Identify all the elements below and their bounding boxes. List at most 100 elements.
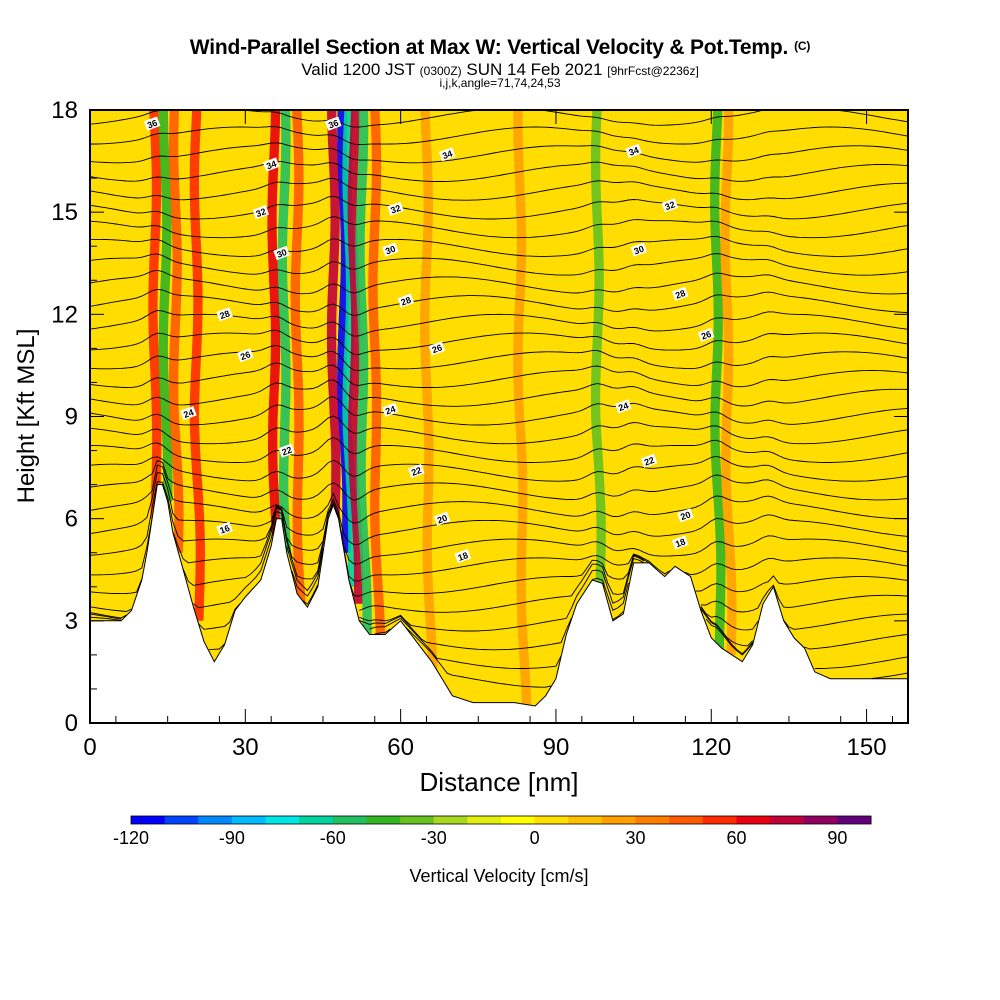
- isentrope-line: [90, 502, 908, 582]
- isentrope-label-text: 30: [384, 244, 397, 257]
- isentrope-label: 22: [278, 443, 295, 458]
- colorbar-tick-label: 60: [726, 828, 746, 848]
- isentrope-label: 34: [438, 147, 456, 162]
- isentrope-label: 18: [671, 535, 689, 550]
- isentrope-label-text: 26: [700, 329, 713, 342]
- isentrope-line: [90, 216, 908, 239]
- isentrope-line: [90, 345, 908, 372]
- isentrope-label-text: 36: [146, 118, 159, 131]
- velocity-band: [420, 110, 438, 672]
- isentrope-label: 28: [671, 286, 689, 301]
- isentrope-line: [90, 437, 908, 463]
- colorbar-swatch: [501, 816, 536, 824]
- isentrope-label: 24: [180, 406, 197, 421]
- isentrope-line: [90, 415, 908, 445]
- chart-subtitle: Valid 1200 JST (0300Z) SUN 14 Feb 2021 […: [0, 60, 1000, 80]
- isentrope-label: 26: [697, 327, 715, 342]
- isentrope-line: [90, 608, 908, 669]
- isentrope-label: 32: [387, 201, 404, 216]
- isentrope-line: [90, 235, 908, 257]
- isentrope-label-text: 16: [218, 523, 231, 536]
- velocity-band: [326, 110, 341, 519]
- x-tick-label: 120: [691, 734, 731, 761]
- isentrope-line: [90, 459, 908, 501]
- isentrope-label: 26: [428, 341, 446, 356]
- isentrope-label-text: 22: [280, 445, 293, 458]
- y-tick-label: 0: [65, 710, 78, 737]
- velocity-band: [158, 110, 173, 502]
- isentrope-line: [90, 504, 908, 597]
- terrain-mask: [90, 484, 908, 723]
- isentrope-line: [90, 177, 908, 201]
- isentrope-label-text: 32: [389, 203, 402, 216]
- colorbar-swatch: [231, 816, 267, 824]
- y-tick-label: 18: [51, 97, 78, 124]
- colorbar: -120 -90 -60 -30 0 30 60 90: [113, 815, 872, 848]
- velocity-band: [355, 110, 372, 638]
- colorbar-swatch: [299, 816, 334, 824]
- isentrope-label: 30: [273, 245, 290, 261]
- copyright-mark: (C): [794, 39, 811, 53]
- colorbar-tick-label: 0: [530, 828, 540, 848]
- isentrope-label: 34: [625, 143, 642, 158]
- isentrope-line: [90, 379, 908, 407]
- isentrope-line: [90, 577, 908, 651]
- isentrope-line: [90, 329, 908, 355]
- plot-area: 16 18 18 20 20 22 22 22 24 24 24 26 26 26 28 28 28 30 30 30…: [90, 110, 908, 723]
- isentrope-label-text: 32: [664, 199, 677, 212]
- isentrope-line: [90, 362, 908, 388]
- isentrope-label: 28: [397, 293, 415, 308]
- isentrope-label-text: 20: [436, 513, 449, 526]
- colorbar-swatch: [131, 816, 166, 824]
- velocity-band: [277, 110, 292, 553]
- isentrope-label-text: 24: [182, 407, 195, 420]
- isentrope-label-text: 20: [679, 509, 692, 522]
- colorbar-swatch: [770, 816, 805, 824]
- isentrope-line: [90, 480, 908, 565]
- velocity-band: [347, 110, 364, 604]
- colorbar-swatch: [702, 816, 737, 824]
- grid-indices: i,j,k,angle=71,74,24,53: [439, 76, 561, 90]
- x-tick-label: 0: [83, 734, 96, 761]
- isentrope-line: [90, 288, 908, 317]
- y-tick-label: 9: [65, 404, 78, 431]
- y-tick-label: 15: [51, 199, 78, 226]
- colorbar-swatch: [467, 816, 502, 824]
- isentrope-label-text: 34: [265, 159, 278, 172]
- isentrope-line: [90, 269, 908, 295]
- isentrope-label: 34: [262, 157, 280, 172]
- y-tick-label: 3: [65, 608, 78, 635]
- isentrope-line: [90, 160, 908, 182]
- isentrope-label: 28: [216, 307, 233, 322]
- isentrope-line: [90, 195, 908, 220]
- isentrope-line: [90, 455, 908, 482]
- y-tick-label: 6: [65, 506, 78, 533]
- x-axis-label: Distance [nm]: [420, 767, 579, 797]
- isentrope-label: 24: [382, 402, 399, 417]
- isentrope-label-text: 24: [617, 400, 630, 413]
- velocity-band: [267, 110, 282, 536]
- isentrope-label-text: 24: [384, 404, 397, 417]
- isentrope-line: [90, 126, 908, 146]
- colorbar-swatch: [433, 816, 468, 824]
- colorbar-swatch: [332, 816, 367, 824]
- isentrope-label-text: 34: [627, 145, 640, 158]
- velocity-band: [513, 110, 532, 706]
- velocity-band: [368, 110, 386, 638]
- isentrope-label-text: 30: [275, 247, 288, 260]
- isentrope-label: 24: [615, 399, 632, 414]
- colorbar-swatch: [601, 816, 637, 824]
- isentrope-label-text: 30: [633, 244, 646, 257]
- colorbar-tick-label: -30: [421, 828, 447, 848]
- colorbar-swatch: [669, 816, 704, 824]
- y-axis-label: Height [Kft MSL]: [13, 329, 40, 504]
- isentrope-line: [90, 516, 908, 613]
- isentrope-label: 20: [677, 508, 694, 523]
- isentrope-label-text: 18: [674, 537, 687, 550]
- colorbar-swatch: [837, 816, 872, 824]
- velocity-bands: [148, 110, 737, 706]
- colorbar-swatch: [534, 816, 569, 824]
- isentropes: [90, 110, 908, 688]
- isentrope-label-text: 32: [255, 206, 268, 219]
- isentrope-labels: 16 18 18 20 20 22 22 22 24 24 24 26 26 26 28 28 28 30 30 30…: [143, 116, 715, 564]
